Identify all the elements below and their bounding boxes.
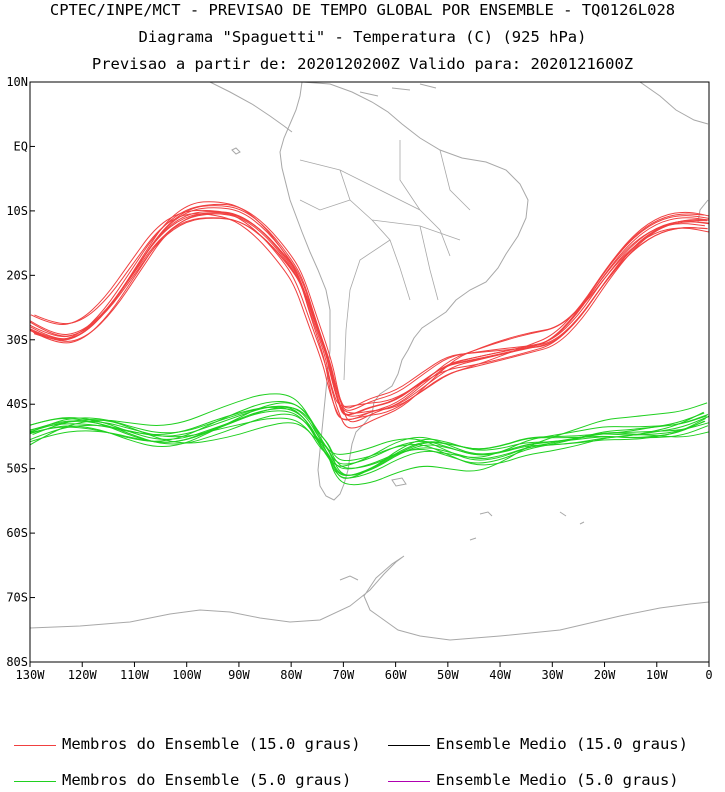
legend-label-mean-5: Ensemble Medio (5.0 graus) [436, 771, 679, 789]
member-5-line [30, 400, 704, 476]
legend-swatch-mean-15 [388, 745, 430, 746]
x-tick-label: 20W [594, 668, 616, 682]
y-tick-label: 30S [6, 333, 28, 347]
plot-frame [29, 81, 710, 663]
x-tick-label: 10W [646, 668, 668, 682]
coastline-layer [30, 82, 709, 641]
africa-coastline [639, 82, 709, 223]
x-tick-label: 30W [541, 668, 563, 682]
y-tick-label: 70S [6, 591, 28, 605]
x-tick-label: 50W [437, 668, 459, 682]
y-tick-label: 10N [6, 75, 28, 89]
member-5-line [30, 402, 706, 469]
member-5-line [30, 405, 709, 470]
x-tick-label: 120W [68, 668, 98, 682]
member-15-line [33, 213, 709, 407]
member-5-line [30, 405, 707, 479]
member-15-line [33, 201, 709, 420]
south-america-coastline [279, 82, 529, 501]
legend-swatch-members-5 [14, 781, 56, 782]
member-15-line [30, 212, 708, 417]
ensemble-members-15-layer [30, 201, 709, 429]
x-tick-label: 0 [705, 668, 712, 682]
legend-swatch-members-15 [14, 745, 56, 746]
country-borders [299, 140, 471, 381]
member-15-line [30, 209, 705, 429]
x-tick-label: 90W [228, 668, 250, 682]
y-tick-label: 10S [6, 204, 28, 218]
legend-label-members-5: Membros do Ensemble (5.0 graus) [62, 771, 352, 789]
chart-title: CPTEC/INPE/MCT - PREVISAO DE TEMPO GLOBA… [49, 1, 676, 19]
y-tick-label: 80S [6, 655, 28, 669]
falkland-islands [391, 477, 407, 487]
member-15-line [30, 205, 709, 416]
x-tick-label: 70W [333, 668, 355, 682]
legend-label-members-15: Membros do Ensemble (15.0 graus) [62, 735, 361, 753]
x-tick-label: 60W [385, 668, 407, 682]
member-5-line [30, 406, 709, 466]
x-tick-label: 100W [172, 668, 202, 682]
member-15-line [30, 217, 708, 411]
y-tick-label: 50S [6, 462, 28, 476]
x-tick-label: 40W [489, 668, 511, 682]
forecast-validity: Previsao a partir de: 2020120200Z Valido… [91, 55, 634, 73]
antarctic-islands [339, 511, 585, 581]
y-tick-label: 40S [6, 397, 28, 411]
legend-swatch-mean-5 [388, 781, 430, 782]
antarctica-coastline [30, 555, 709, 641]
member-15-line [34, 213, 709, 421]
legend-label-mean-15: Ensemble Medio (15.0 graus) [436, 735, 688, 753]
x-tick-label: 80W [280, 668, 302, 682]
x-tick-label: 110W [120, 668, 150, 682]
ensemble-members-5-layer [30, 393, 709, 486]
y-axis: 10N EQ 10S 20S 30S 40S 50S 60S 70S 80S [6, 75, 35, 669]
caribbean-islands [359, 83, 437, 97]
chart-subtitle: Diagrama "Spaguetti" - Temperatura (C) (… [138, 28, 587, 46]
y-tick-label: 60S [6, 526, 28, 540]
central-america-coastline [209, 82, 293, 133]
member-5-line [30, 413, 709, 465]
member-5-line [30, 393, 708, 486]
x-tick-label: 130W [16, 668, 46, 682]
member-15-line [30, 210, 709, 416]
galapagos [231, 147, 241, 155]
member-15-line [30, 217, 708, 409]
y-tick-label: 20S [6, 268, 28, 282]
south-georgia [479, 511, 493, 517]
member-15-line [30, 203, 705, 423]
member-15-line [30, 207, 709, 416]
member-15-line [32, 213, 709, 414]
x-axis: 130W 120W 110W 100W 90W 80W 70W 60W 50W 40W 30W 20W… [16, 662, 713, 682]
y-tick-label: EQ [14, 139, 28, 153]
member-5-line [32, 419, 709, 461]
